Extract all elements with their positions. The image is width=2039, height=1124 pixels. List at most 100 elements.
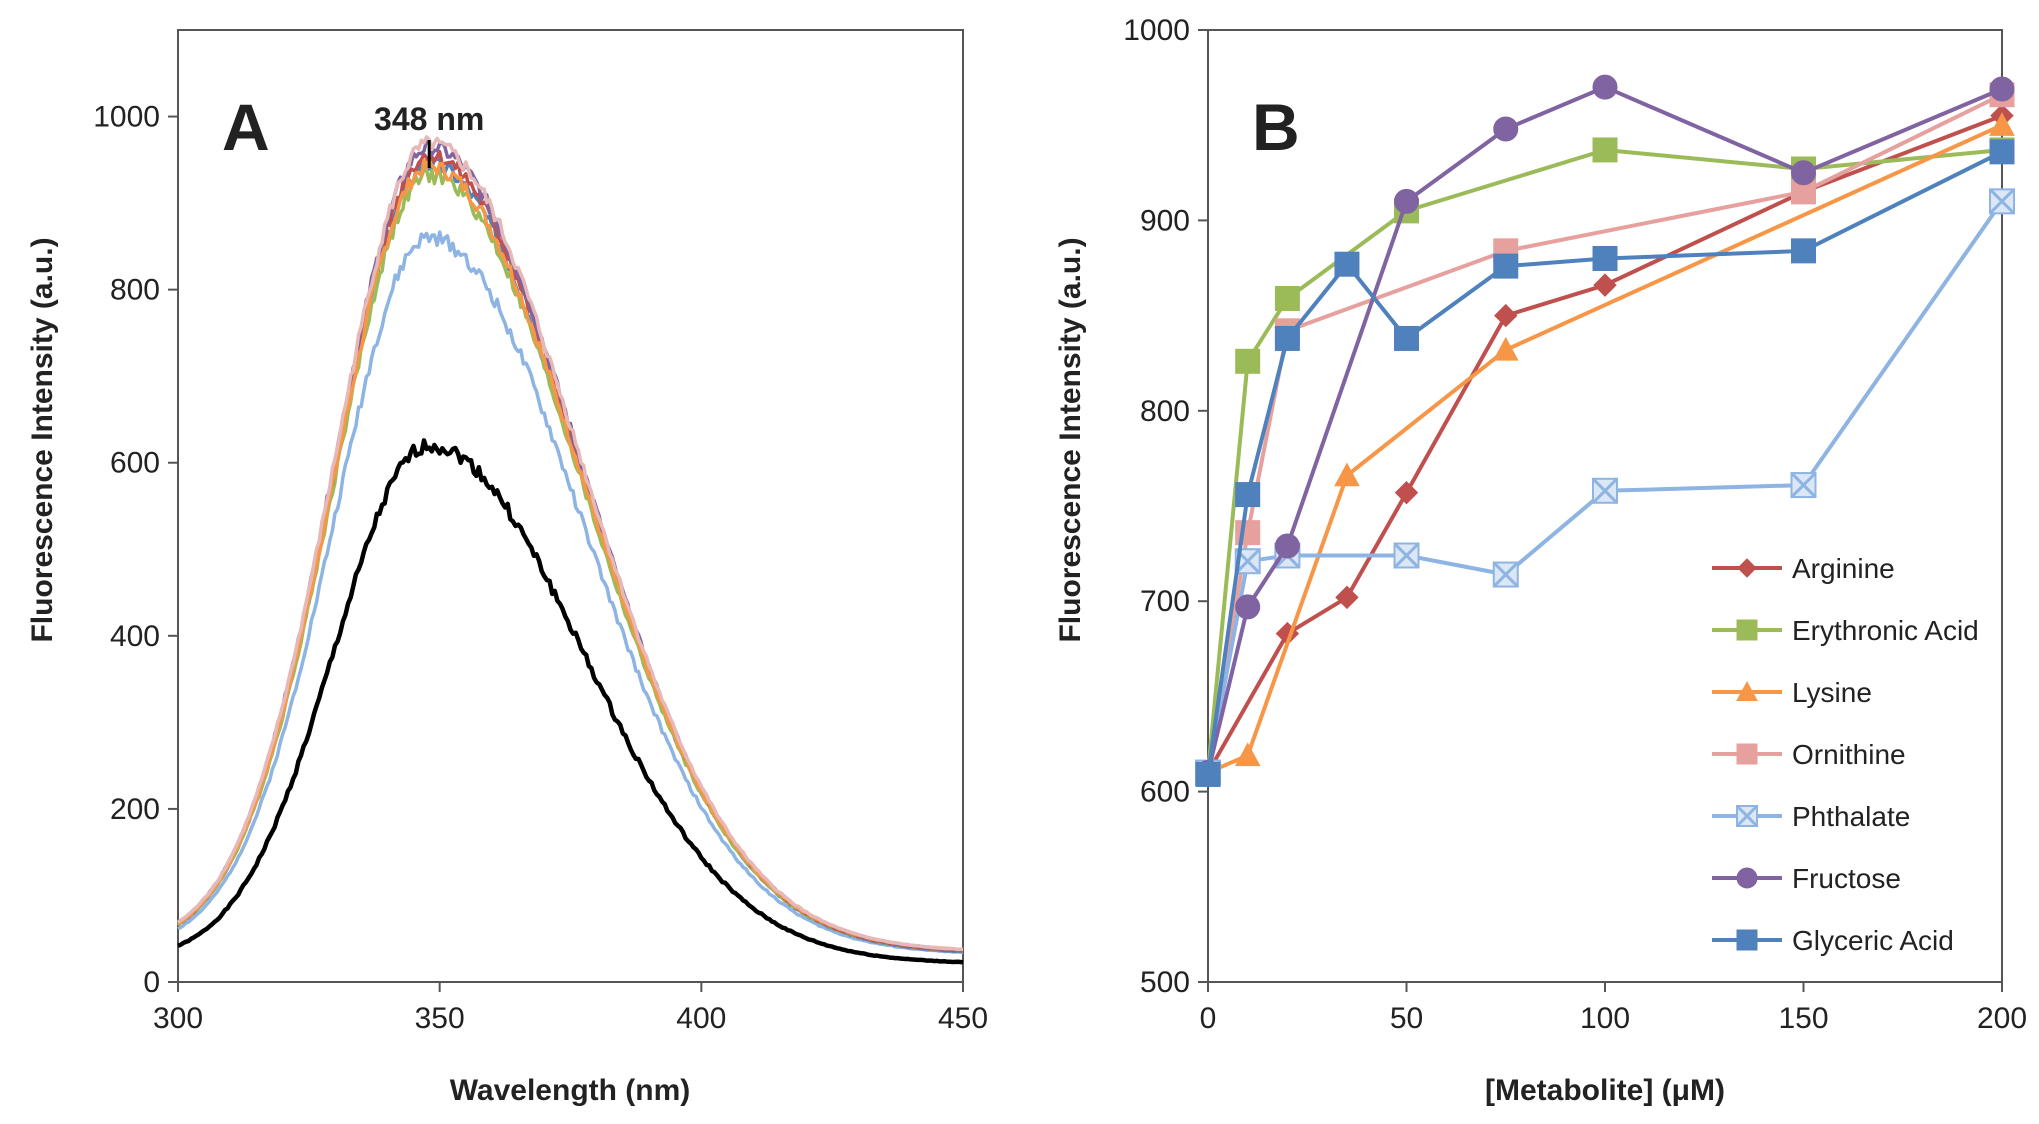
data-point-marker-cross	[1393, 542, 1420, 569]
data-point-marker	[1394, 325, 1419, 351]
panel-a-x-tick-label: 300	[153, 1002, 203, 1035]
panel-a-spectrum-line	[177, 158, 964, 952]
panel-b-series-line	[1206, 113, 2003, 774]
panel-b-series-line	[1207, 123, 2003, 775]
panel-b-x-tick-label: 150	[1778, 1002, 1828, 1035]
panel-a-spectrum-line	[176, 157, 963, 954]
data-point-marker	[1988, 188, 2016, 215]
panel-b-series-ornithine	[1195, 82, 2015, 786]
data-point-marker	[1791, 238, 1816, 264]
panel-b-series-line	[1206, 148, 2003, 773]
legend-entry: Lysine	[1712, 677, 1872, 708]
panel-a-spectrum-line	[176, 167, 964, 953]
data-point-marker	[1736, 867, 1758, 889]
data-point-marker	[1737, 558, 1757, 578]
data-point-marker	[1592, 137, 1618, 163]
panel-a-y-tick-label: 600	[110, 447, 160, 480]
data-point-marker	[1791, 160, 1816, 186]
data-point-marker	[1235, 482, 1261, 508]
panel-a-chart: 300 350 400 450 0 200 400 600 800 1000 A 348 nm W…	[26, 29, 988, 1107]
panel-b-chart: 0 50 100 150 200 500 600 700 800 900 1000 B [Metab…	[1054, 14, 2027, 1107]
panel-a-spectrum-line	[177, 149, 964, 953]
data-point-marker	[1274, 533, 1300, 559]
panel-b-x-tick-label: 50	[1390, 1002, 1423, 1035]
data-point-marker	[1736, 680, 1758, 701]
panel-a-y-tick-label: 1000	[93, 101, 160, 134]
panel-a-spectrum-line	[177, 138, 964, 952]
panel-b-series-group	[1194, 74, 2016, 787]
legend-label: Phthalate	[1792, 801, 1910, 832]
data-point-marker	[1492, 336, 1519, 361]
legend-entry: Phthalate	[1712, 801, 1910, 832]
panel-b-ticks: 0 50 100 150 200 500 600 700 800 900 1000	[1123, 14, 2027, 1035]
legend-entry: Ornithine	[1712, 739, 1906, 770]
data-point-marker	[1274, 325, 1300, 351]
panel-a-label: A	[222, 90, 270, 164]
panel-b-y-tick-label: 800	[1140, 395, 1190, 428]
data-point-marker	[1235, 594, 1261, 620]
panel-b-x-tick-label: 0	[1200, 1002, 1217, 1035]
legend-label: Glyceric Acid	[1792, 925, 1954, 956]
data-point-marker-cross	[1735, 804, 1759, 828]
data-point-marker	[1989, 112, 2015, 136]
data-point-marker-cross	[1790, 471, 1817, 499]
data-point-marker	[1494, 303, 1518, 328]
data-point-marker	[1790, 471, 1817, 499]
panel-a-x-tick-label: 350	[415, 1002, 465, 1035]
legend-entry: Erythronic Acid	[1712, 615, 1979, 646]
data-point-marker	[1592, 74, 1618, 100]
legend-label: Erythronic Acid	[1792, 615, 1979, 646]
panel-a-x-tick-label: 450	[938, 1002, 988, 1035]
panel-a-spectrum-line	[177, 230, 964, 955]
panel-a-x-axis-label: Wavelength (nm)	[450, 1074, 691, 1107]
data-point-marker	[1736, 619, 1758, 641]
panel-b-series-fructose	[1195, 74, 2015, 786]
panel-b-y-tick-label: 1000	[1123, 14, 1190, 47]
data-point-marker	[1735, 804, 1759, 828]
panel-b-label: B	[1252, 90, 1300, 164]
data-point-marker-cross	[1492, 561, 1519, 588]
legend-entry: Arginine	[1712, 553, 1895, 584]
data-point-marker	[1989, 139, 2015, 165]
data-point-marker	[1274, 285, 1300, 311]
panel-b-y-tick-label: 600	[1140, 776, 1190, 809]
data-point-marker-cross	[1988, 188, 2016, 215]
data-point-marker	[1492, 561, 1519, 588]
data-point-marker	[1393, 542, 1420, 569]
data-point-marker-cross	[1591, 477, 1619, 504]
legend-entry: Fructose	[1712, 863, 1901, 894]
panel-b-frame	[1207, 29, 2003, 983]
panel-b-x-axis-label: [Metabolite] (μM)	[1485, 1074, 1725, 1107]
legend-entry: Glyceric Acid	[1712, 925, 1954, 956]
data-point-marker	[1235, 348, 1261, 374]
panel-a-ticks: 300 350 400 450 0 200 400 600 800 1000	[93, 101, 988, 1035]
data-point-marker	[1736, 929, 1758, 951]
data-point-marker	[1335, 585, 1359, 610]
legend-label: Lysine	[1792, 677, 1872, 708]
panel-a-series-group	[176, 135, 964, 965]
panel-a-y-axis-label: Fluorescence Intensity (a.u.)	[26, 237, 59, 642]
data-point-marker	[1334, 462, 1360, 487]
peak-annotation: 348 nm	[374, 101, 484, 137]
panel-b-series-line	[1206, 85, 2003, 774]
data-point-marker	[1493, 116, 1519, 142]
data-point-marker	[1989, 76, 2015, 102]
data-point-marker	[1195, 761, 1221, 787]
data-point-marker	[1334, 251, 1360, 277]
legend-label: Arginine	[1792, 553, 1895, 584]
panel-b-y-tick-label: 500	[1140, 966, 1190, 999]
data-point-marker	[1394, 480, 1419, 505]
panel-a-x-tick-label: 400	[676, 1002, 726, 1035]
panel-b-series-line	[1206, 150, 2003, 775]
data-point-marker	[1493, 253, 1519, 279]
panel-b-y-tick-label: 700	[1140, 585, 1190, 618]
legend-label: Ornithine	[1792, 739, 1906, 770]
panel-a-spectrum-line	[176, 135, 964, 952]
panel-b-x-tick-label: 100	[1580, 1002, 1630, 1035]
panel-a-y-tick-label: 800	[110, 274, 160, 307]
panel-b-y-tick-label: 900	[1140, 204, 1190, 237]
panel-b-series-glyceric-acid	[1195, 139, 2015, 787]
panel-a-y-tick-label: 200	[110, 793, 160, 826]
data-point-marker	[1234, 742, 1261, 767]
